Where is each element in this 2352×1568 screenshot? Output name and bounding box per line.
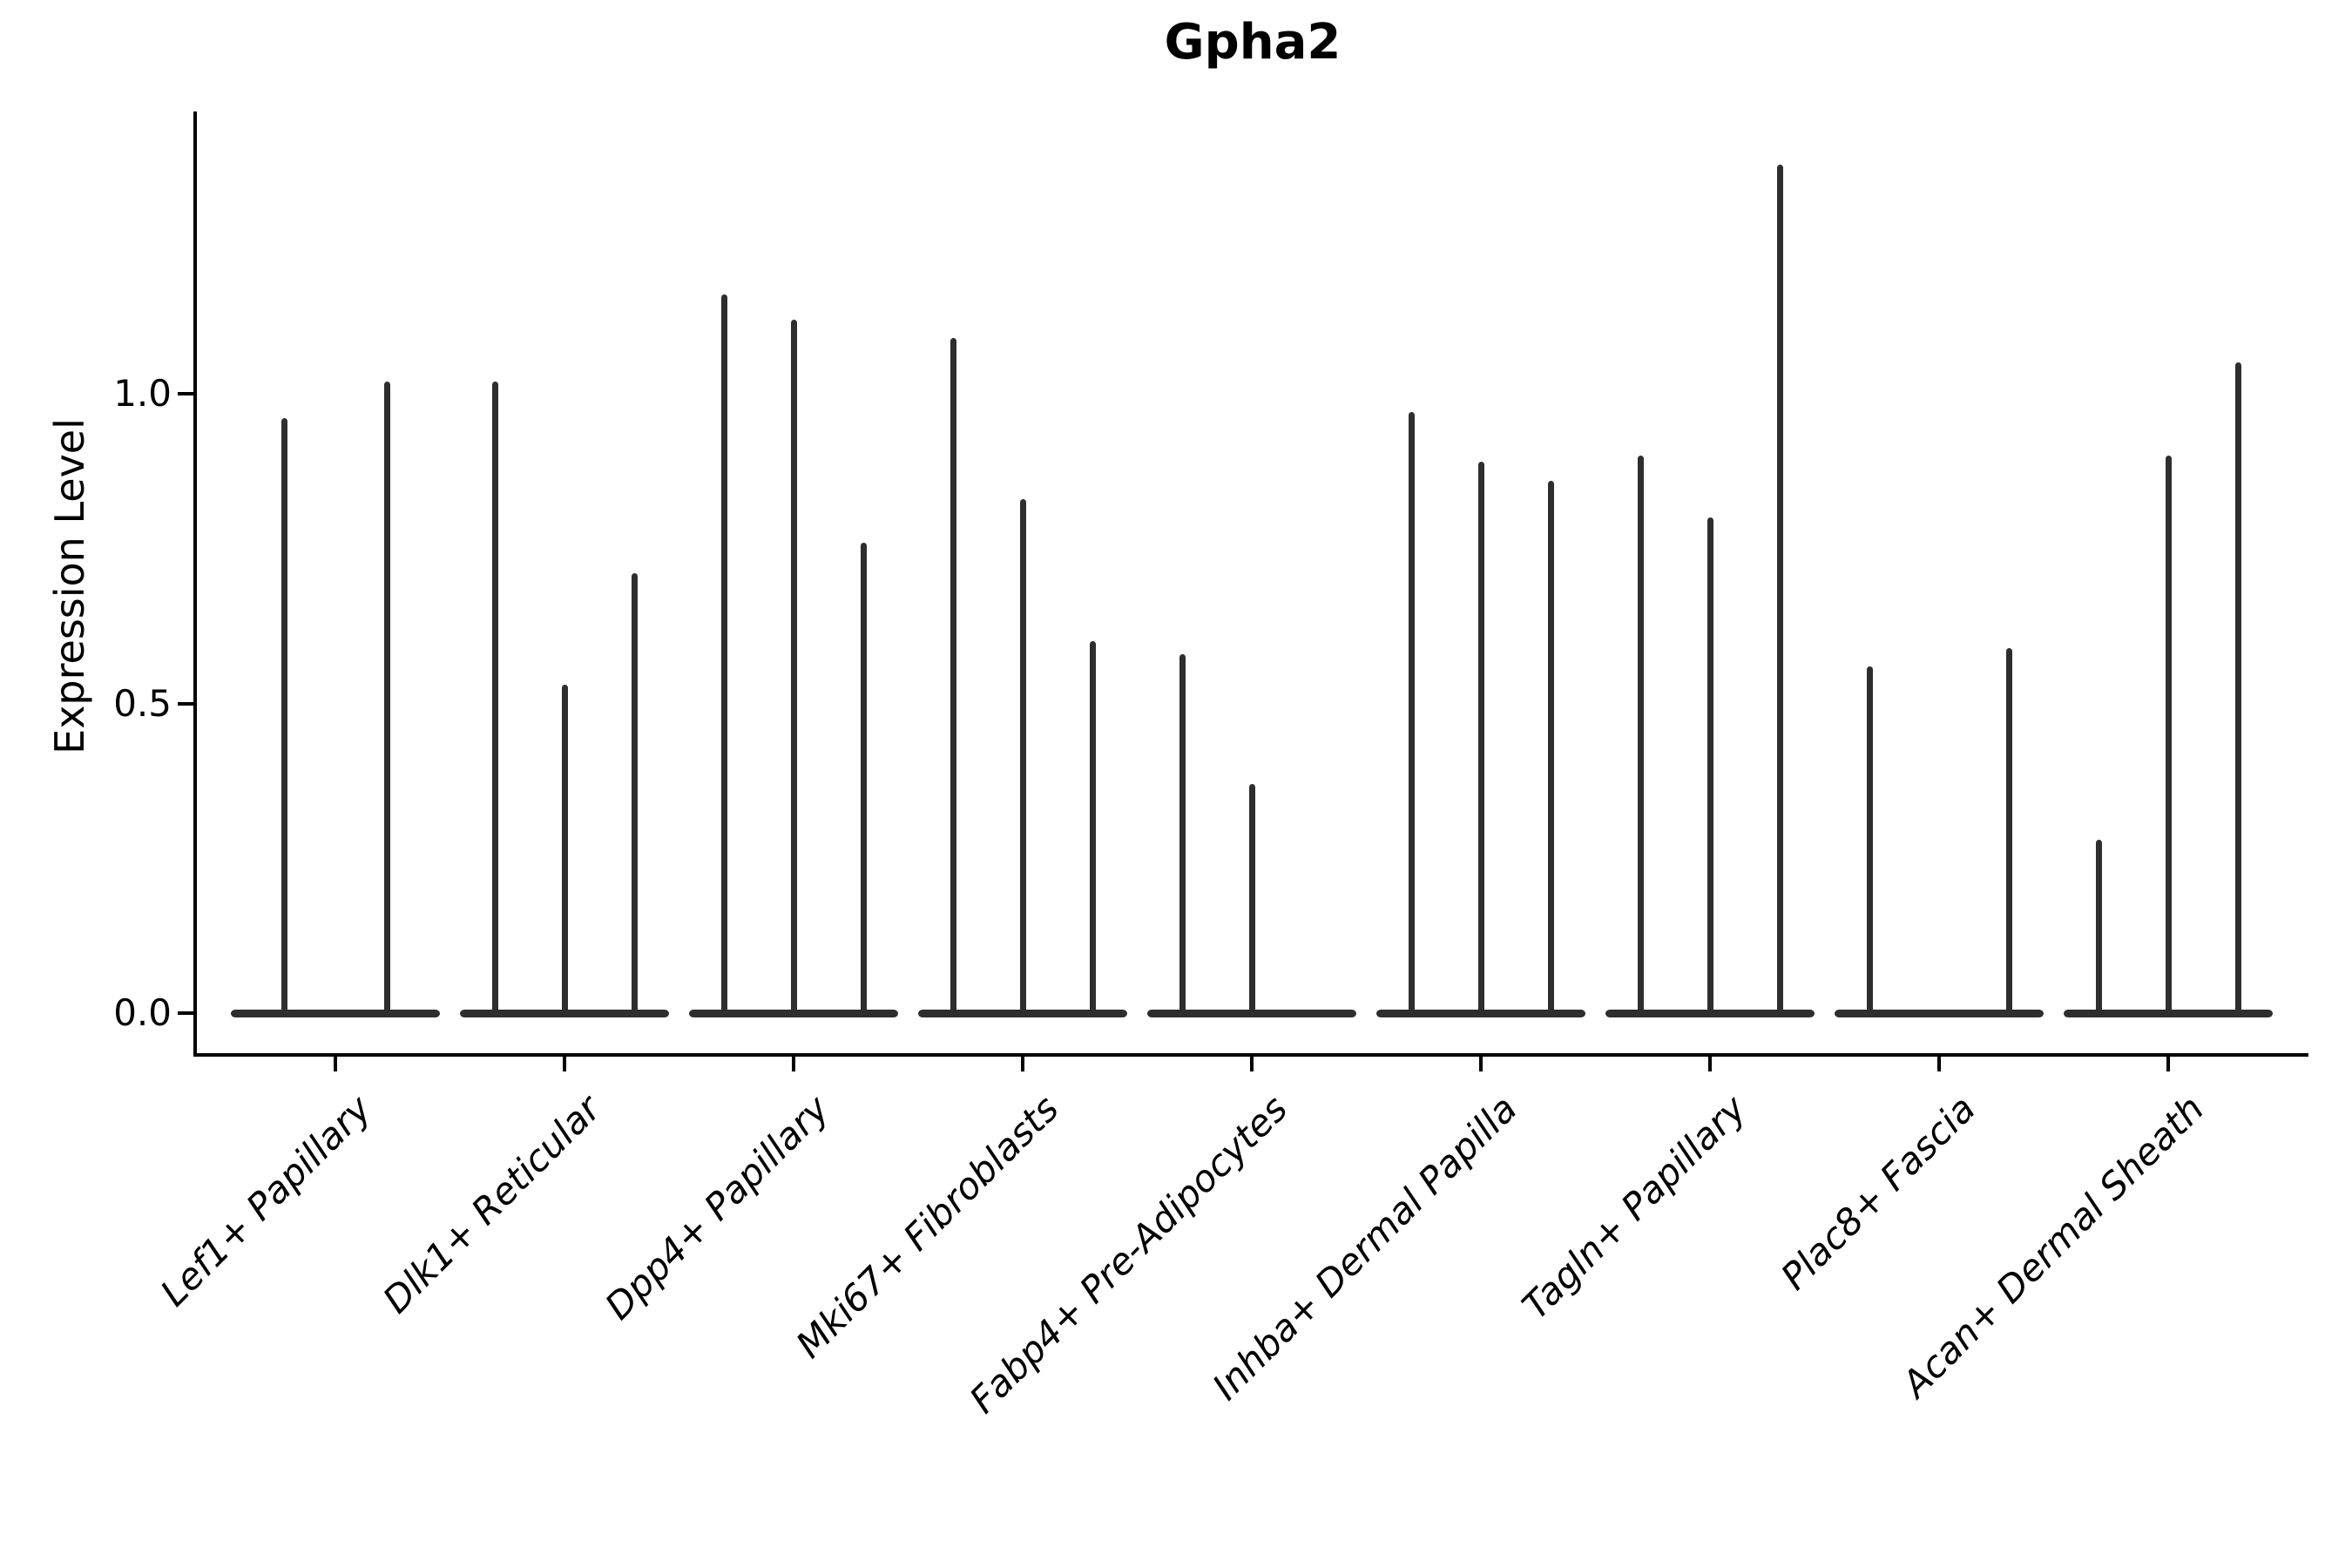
y-tick-mark [178,392,195,395]
x-tick-mark [334,1057,337,1071]
violin-baseline [2064,1009,2273,1017]
x-tick-label: Mki67+ Fibroblasts [787,1087,1067,1367]
violin-spike [1637,456,1644,1013]
y-tick-label: 1.0 [113,372,172,415]
x-tick-label: Dlk1+ Reticular [374,1087,609,1321]
violin-baseline [1605,1009,1815,1017]
x-tick-label: Dpp4+ Papillary [597,1087,838,1328]
violin-baseline [689,1009,898,1017]
x-tick-label: Lef1+ Papillary [152,1087,380,1315]
violin-spike [383,381,390,1013]
violin-spike [1547,480,1554,1013]
x-tick-mark [1250,1057,1254,1071]
x-tick-mark [563,1057,566,1071]
y-tick-label: 0.5 [113,681,172,725]
violin-baseline [1835,1009,2044,1017]
violin-spike [1248,783,1255,1013]
x-tick-mark [1937,1057,1941,1071]
violin-baseline [1147,1009,1356,1017]
y-tick-label: 0.0 [113,991,172,1034]
violin-spike [720,294,727,1013]
violin-spike [950,338,956,1013]
violin-spike [1866,666,1873,1013]
x-tick-label: Tagln+ Papillary [1513,1087,1754,1328]
violin-spike [280,418,287,1013]
violin-spike [2234,362,2241,1013]
x-tick-mark [1708,1057,1712,1071]
violin-spike [2005,647,2012,1013]
y-axis-spine [193,112,197,1057]
violin-spike [1089,641,1096,1013]
violin-baseline [460,1009,669,1017]
violin-spike [561,685,568,1013]
violin-spike [1776,164,1783,1013]
y-tick-mark [178,1011,195,1015]
violin-spike [1019,498,1026,1013]
violin-baseline [1376,1009,1585,1017]
violin-spike [491,381,498,1013]
x-tick-label: Plac8+ Fascia [1772,1087,1984,1299]
x-tick-mark [1479,1057,1483,1071]
violin-spike [1707,517,1713,1013]
violin-spike [790,319,797,1013]
violin-spike [631,573,638,1013]
x-axis-spine [193,1053,2308,1057]
violin-spike [2095,839,2102,1013]
x-tick-mark [792,1057,795,1071]
x-tick-mark [1021,1057,1024,1071]
x-tick-mark [2166,1057,2170,1071]
violin-spike [1179,653,1186,1013]
y-tick-mark [178,701,195,706]
violin-spike [2165,456,2172,1013]
violin-baseline [231,1009,440,1017]
chart-title: Gpha2 [1164,14,1342,71]
violin-baseline [918,1009,1127,1017]
violin-spike [1408,412,1415,1013]
violin-spike [860,542,867,1013]
violin-spike [1477,462,1484,1013]
y-axis-label: Expression Level [46,418,93,754]
